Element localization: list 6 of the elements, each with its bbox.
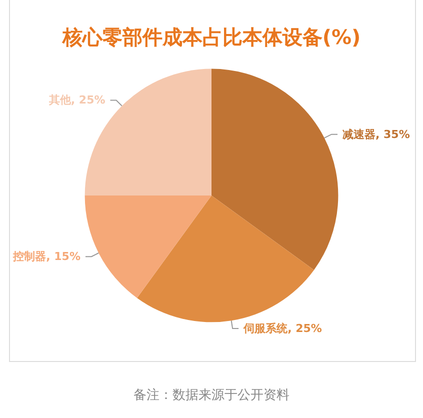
- slice-label: 控制器, 15%: [12, 250, 80, 264]
- slice-label: 其他, 25%: [48, 94, 106, 107]
- text: 备注：数据来源于公开资料: [132, 387, 290, 404]
- slice-label: 伺服系统, 25%: [242, 322, 322, 336]
- chart-title: 核心零部件成本占比本体设备(%): [61, 25, 361, 49]
- slice-label: 减速器, 35%: [342, 128, 410, 141]
